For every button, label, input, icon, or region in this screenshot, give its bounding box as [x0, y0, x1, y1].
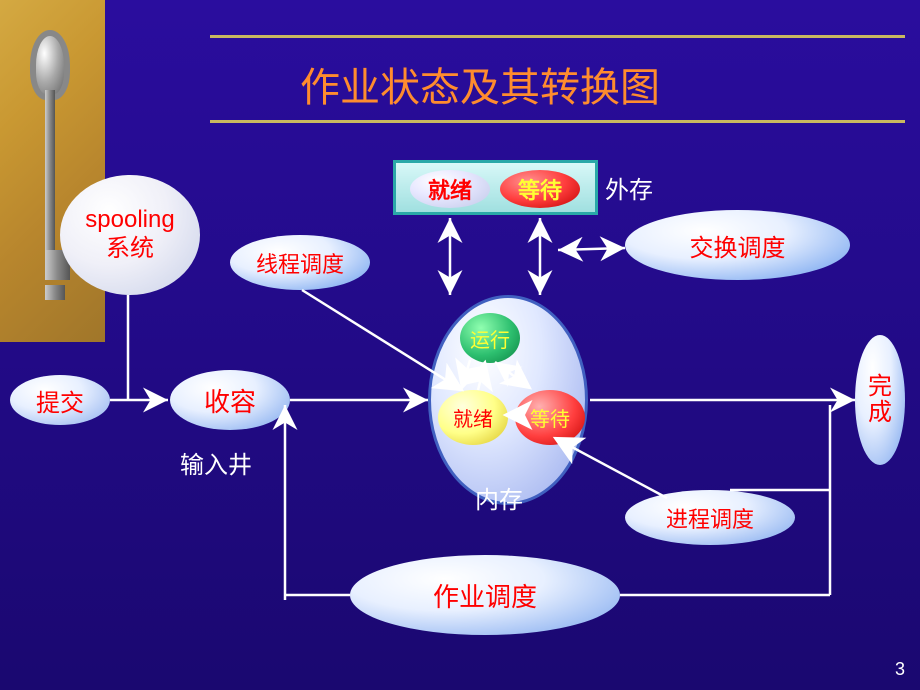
page-number: 3 — [895, 659, 905, 680]
job-sched-node: 作业调度 — [350, 555, 620, 635]
proc-sched-node: 进程调度 — [625, 490, 795, 545]
accept-node: 收容 — [170, 370, 290, 430]
ready-in-node: 就绪 — [438, 390, 508, 445]
wait-in-node: 等待 — [515, 390, 585, 445]
ready-ext-node: 就绪 — [410, 170, 490, 208]
extmem-label: 外存 — [605, 170, 653, 205]
rule-top — [210, 35, 905, 38]
spooling-node: spooling 系统 — [60, 175, 200, 295]
wait-ext-node: 等待 — [500, 170, 580, 208]
complete-node: 完 成 — [855, 335, 905, 465]
rule-bottom — [210, 120, 905, 123]
submit-node: 提交 — [10, 375, 110, 425]
thread-sched-node: 线程调度 — [230, 235, 370, 290]
key-graphic — [30, 30, 70, 310]
run-node: 运行 — [460, 313, 520, 363]
slide-title: 作业状态及其转换图 — [300, 55, 660, 113]
sidebar-texture — [0, 0, 105, 342]
inputwell-label: 输入井 — [180, 445, 252, 480]
swap-sched-node: 交换调度 — [625, 210, 850, 280]
intmem-label: 内存 — [475, 480, 523, 515]
